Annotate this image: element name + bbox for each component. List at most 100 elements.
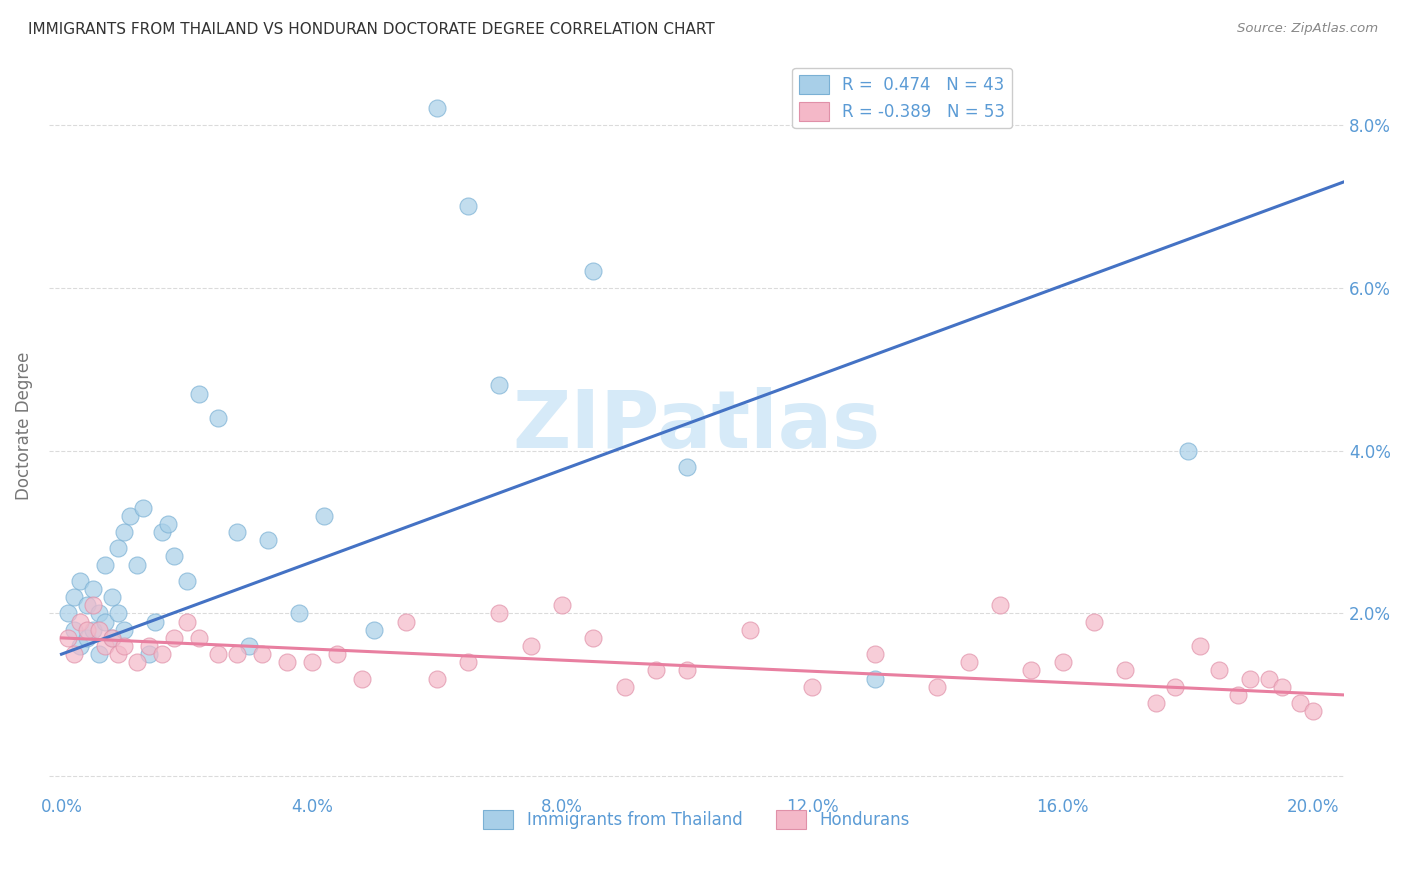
Point [863, 647, 886, 661]
Point [69, 615, 91, 629]
Point [1289, 696, 1312, 710]
Point [676, 664, 699, 678]
Point [207, 647, 229, 661]
Point [125, 558, 148, 572]
Point [63, 590, 86, 604]
Point [176, 574, 198, 588]
Point [582, 631, 605, 645]
Point [87, 647, 110, 661]
Point [87, 607, 110, 621]
Y-axis label: Doctorate Degree: Doctorate Degree [15, 352, 32, 500]
Point [112, 639, 135, 653]
Point [582, 264, 605, 278]
Point [927, 680, 949, 694]
Point [350, 672, 373, 686]
Point [1271, 680, 1294, 694]
Point [76, 599, 98, 613]
Point [276, 656, 298, 670]
Text: ZIPatlas: ZIPatlas [512, 387, 880, 465]
Point [87, 623, 110, 637]
Point [56, 631, 79, 645]
Point [138, 639, 160, 653]
Point [125, 656, 148, 670]
Point [551, 599, 574, 613]
Text: Source: ZipAtlas.com: Source: ZipAtlas.com [1237, 22, 1378, 36]
Point [143, 615, 166, 629]
Point [150, 524, 173, 539]
Point [94, 615, 117, 629]
Point [69, 639, 91, 653]
Point [457, 199, 479, 213]
Point [82, 599, 104, 613]
Point [163, 631, 186, 645]
Point [1177, 443, 1199, 458]
Point [138, 647, 160, 661]
Point [100, 631, 122, 645]
Point [76, 623, 98, 637]
Point [188, 631, 211, 645]
Point [132, 500, 155, 515]
Point [288, 607, 311, 621]
Point [207, 411, 229, 425]
Point [644, 664, 666, 678]
Point [250, 647, 273, 661]
Point [63, 647, 86, 661]
Point [76, 631, 98, 645]
Point [1144, 696, 1167, 710]
Point [1114, 664, 1136, 678]
Point [863, 672, 886, 686]
Point [1226, 688, 1249, 702]
Point [94, 558, 117, 572]
Point [82, 582, 104, 596]
Point [238, 639, 260, 653]
Point [1208, 664, 1230, 678]
Point [100, 590, 122, 604]
Point [1189, 639, 1212, 653]
Point [426, 672, 449, 686]
Point [426, 102, 449, 116]
Point [613, 680, 636, 694]
Point [112, 524, 135, 539]
Point [488, 378, 510, 392]
Point [82, 623, 104, 637]
Point [94, 639, 117, 653]
Point [163, 549, 186, 564]
Point [225, 647, 247, 661]
Point [1052, 656, 1074, 670]
Point [257, 533, 280, 548]
Point [69, 574, 91, 588]
Point [488, 607, 510, 621]
Point [457, 656, 479, 670]
Point [107, 647, 129, 661]
Point [301, 656, 323, 670]
Point [363, 623, 385, 637]
Point [1019, 664, 1042, 678]
Point [107, 607, 129, 621]
Point [394, 615, 416, 629]
Point [957, 656, 980, 670]
Point [107, 541, 129, 556]
Point [1302, 704, 1324, 718]
Point [112, 623, 135, 637]
Point [676, 459, 699, 474]
Point [100, 631, 122, 645]
Legend: Immigrants from Thailand, Hondurans: Immigrants from Thailand, Hondurans [477, 803, 917, 836]
Point [1239, 672, 1261, 686]
Point [176, 615, 198, 629]
Point [56, 607, 79, 621]
Point [314, 508, 336, 523]
Point [188, 386, 211, 401]
Point [225, 524, 247, 539]
Point [801, 680, 824, 694]
Text: IMMIGRANTS FROM THAILAND VS HONDURAN DOCTORATE DEGREE CORRELATION CHART: IMMIGRANTS FROM THAILAND VS HONDURAN DOC… [28, 22, 714, 37]
Point [326, 647, 349, 661]
Point [738, 623, 761, 637]
Point [63, 623, 86, 637]
Point [1164, 680, 1187, 694]
Point [1083, 615, 1105, 629]
Point [120, 508, 142, 523]
Point [1258, 672, 1281, 686]
Point [988, 599, 1011, 613]
Point [519, 639, 541, 653]
Point [156, 516, 179, 531]
